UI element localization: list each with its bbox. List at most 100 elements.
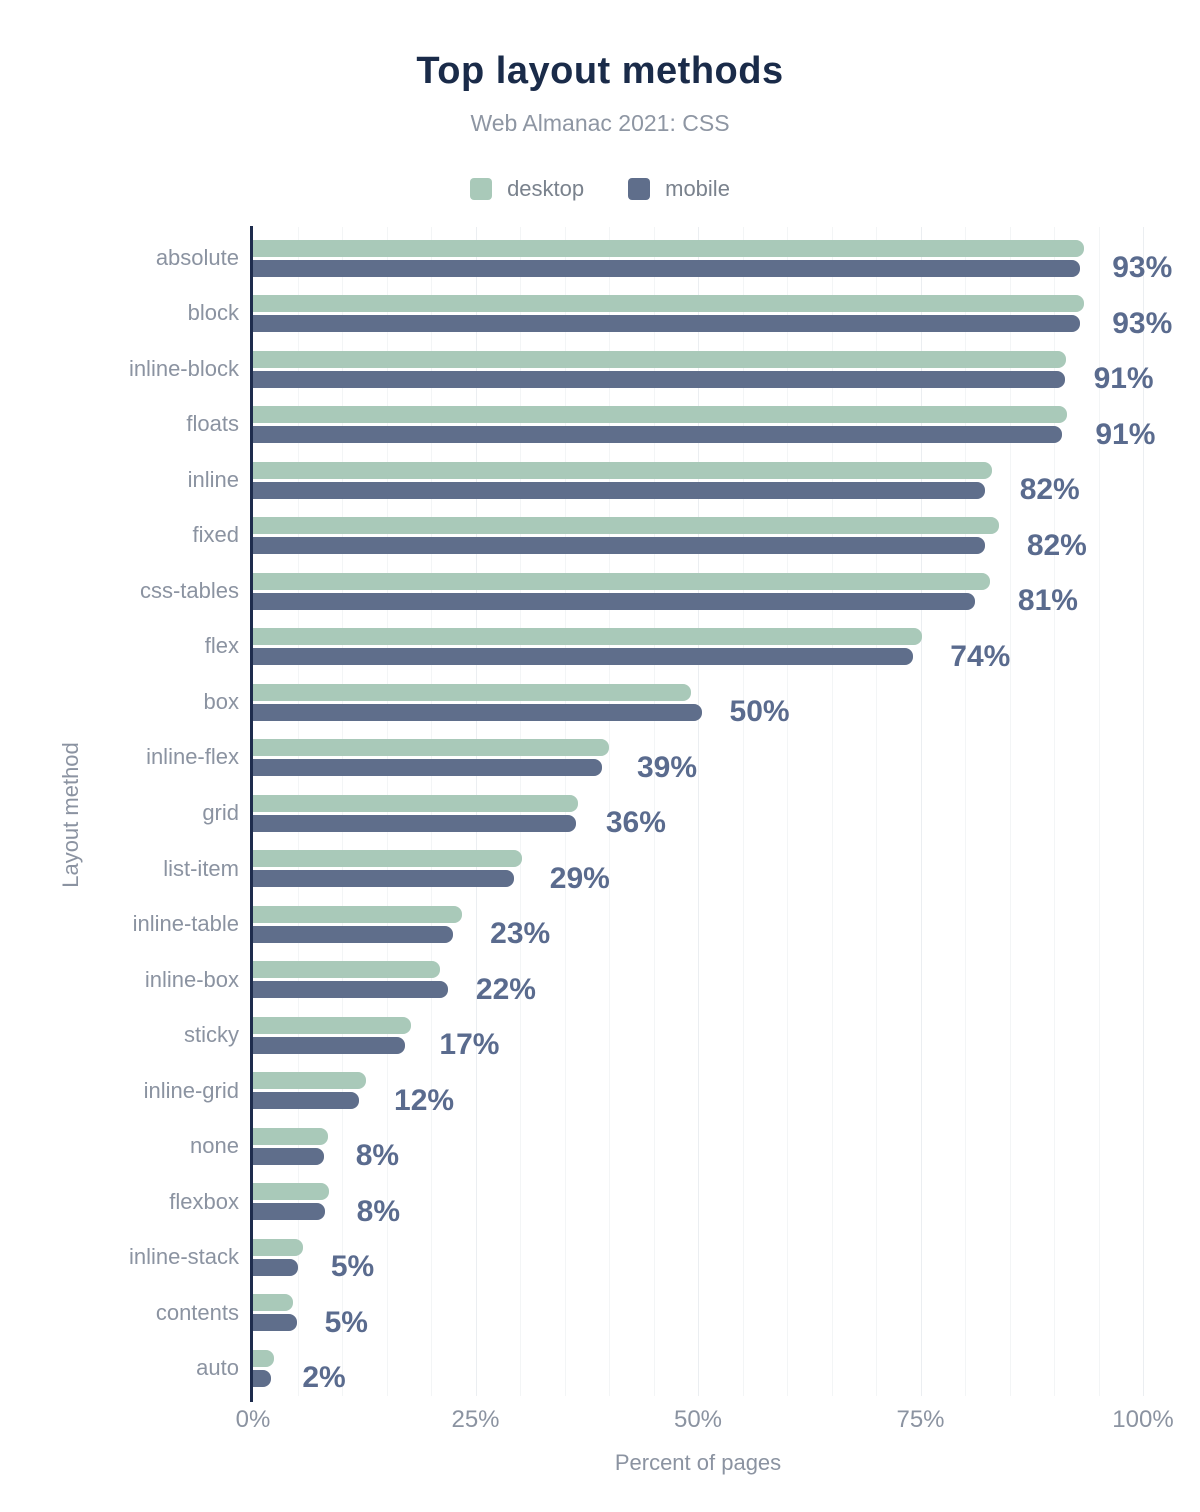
bar-desktop-sticky [253,1016,412,1034]
category-label-absolute: absolute [155,244,239,270]
value-label-contents: 5% [324,1305,368,1339]
x-tick-75: 75% [896,1406,945,1433]
gridline-90 [1054,227,1055,1396]
gridline-85 [1009,227,1011,1396]
value-label-box: 50% [729,695,790,729]
bar-mobile-inline-table [253,925,454,943]
bar-mobile-grid [253,814,577,832]
bar-desktop-css-tables [253,572,990,590]
bar-desktop-none [253,1127,328,1145]
value-label-floats: 91% [1095,417,1156,451]
bar-desktop-flexbox [253,1183,329,1201]
page-title: Top layout methods [416,50,784,92]
bar-row-list-item: list-item 29% [163,841,1143,897]
bar-row-css-tables: css-tables 81% [140,563,1143,619]
bar-mobile-sticky [253,1036,406,1054]
gridline-60 [787,227,788,1396]
bar-desktop-flex [253,628,923,646]
bar-desktop-inline-flex [253,739,609,757]
bar-mobile-flexbox [253,1203,326,1221]
bar-row-contents: contents 5% [156,1285,1143,1341]
category-label-grid: grid [202,799,239,825]
value-label-grid: 36% [605,806,666,840]
bar-mobile-inline-stack [253,1258,299,1276]
bar-desktop-inline-stack [253,1238,303,1256]
legend-item-desktop: desktop [470,176,584,202]
bar-desktop-grid [253,794,578,812]
bar-mobile-floats [253,426,1062,444]
value-label-list-item: 29% [549,861,610,895]
category-label-inline-box: inline-box [144,966,239,992]
value-label-inline-stack: 5% [330,1250,375,1284]
legend-label-mobile: mobile [665,176,730,201]
bar-desktop-fixed [253,517,999,535]
category-label-flexbox: flexbox [169,1188,239,1214]
x-tick-50: 50% [673,1406,723,1433]
bar-mobile-inline-block [253,370,1065,388]
bar-desktop-auto [253,1349,275,1367]
bar-mobile-inline [253,481,986,499]
category-label-auto: auto [196,1355,239,1381]
bar-row-auto: auto 2% [196,1340,1143,1396]
gridline-55 [742,227,744,1396]
x-tick-100: 100% [1112,1406,1174,1433]
value-label-inline-table: 23% [490,917,551,951]
bar-desktop-inline-table [253,905,463,923]
category-label-inline-grid: inline-grid [143,1077,239,1103]
bar-mobile-list-item [253,870,514,888]
gridline-50 [698,227,699,1396]
gridline-70 [876,227,877,1396]
bar-row-fixed: fixed 82% [193,508,1143,564]
value-label-inline: 82% [1019,473,1080,507]
bar-row-flex: flex 74% [205,619,1143,675]
x-tick-25: 25% [451,1406,500,1433]
value-label-flexbox: 8% [356,1194,400,1228]
bar-mobile-inline-box [253,981,448,999]
bar-row-inline: inline 82% [188,452,1143,508]
category-label-fixed: fixed [192,522,239,548]
bar-mobile-flex [253,648,914,666]
bar-desktop-inline [253,461,992,479]
category-label-css-tables: css-tables [139,577,239,603]
bar-desktop-inline-box [253,961,440,979]
gridline-75 [920,227,922,1396]
bar-row-absolute: absolute 93% [156,230,1172,286]
x-axis-title: Percent of pages [614,1450,782,1475]
x-axis-ticks: 0% 25% 50% 75% 100% [236,1406,1174,1436]
category-label-inline-table: inline-table [132,911,239,937]
value-label-flex: 74% [950,639,1011,673]
bar-desktop-contents [253,1294,294,1312]
value-label-none: 8% [355,1139,400,1173]
bar-desktop-list-item [253,850,522,868]
y-axis-title: Layout method [58,742,83,888]
bar-row-sticky: sticky 17% [184,1007,1143,1063]
bar-row-box: box 50% [204,674,1143,730]
bar-row-inline-grid: inline-grid 12% [144,1063,1143,1119]
bar-desktop-inline-grid [253,1072,367,1090]
category-label-inline: inline [187,466,239,492]
gridline-40 [609,227,610,1396]
value-label-inline-flex: 39% [637,750,698,784]
legend: desktop mobile [0,176,1200,202]
bar-row-block: block 93% [188,286,1172,342]
bar-mobile-block [253,315,1080,333]
bar-mobile-box [253,703,702,721]
category-label-list-item: list-item [163,855,239,881]
value-label-fixed: 82% [1026,528,1087,562]
bar-desktop-floats [253,406,1068,424]
bar-mobile-none [253,1147,325,1165]
x-tick-0: 0% [235,1406,271,1433]
bar-desktop-absolute [253,239,1085,257]
category-label-sticky: sticky [184,1022,239,1048]
bar-mobile-inline-flex [253,759,602,777]
chart-subtitle: Web Almanac 2021: CSS [470,110,730,136]
bar-row-none: none 8% [190,1118,1143,1174]
desktop-swatch-icon [470,178,493,200]
category-label-inline-stack: inline-stack [128,1244,239,1270]
bar-mobile-inline-grid [253,1092,359,1110]
value-label-absolute: 93% [1112,251,1173,284]
category-label-block: block [187,300,239,326]
y-axis-line [250,226,253,1402]
bar-desktop-inline-block [253,350,1066,368]
